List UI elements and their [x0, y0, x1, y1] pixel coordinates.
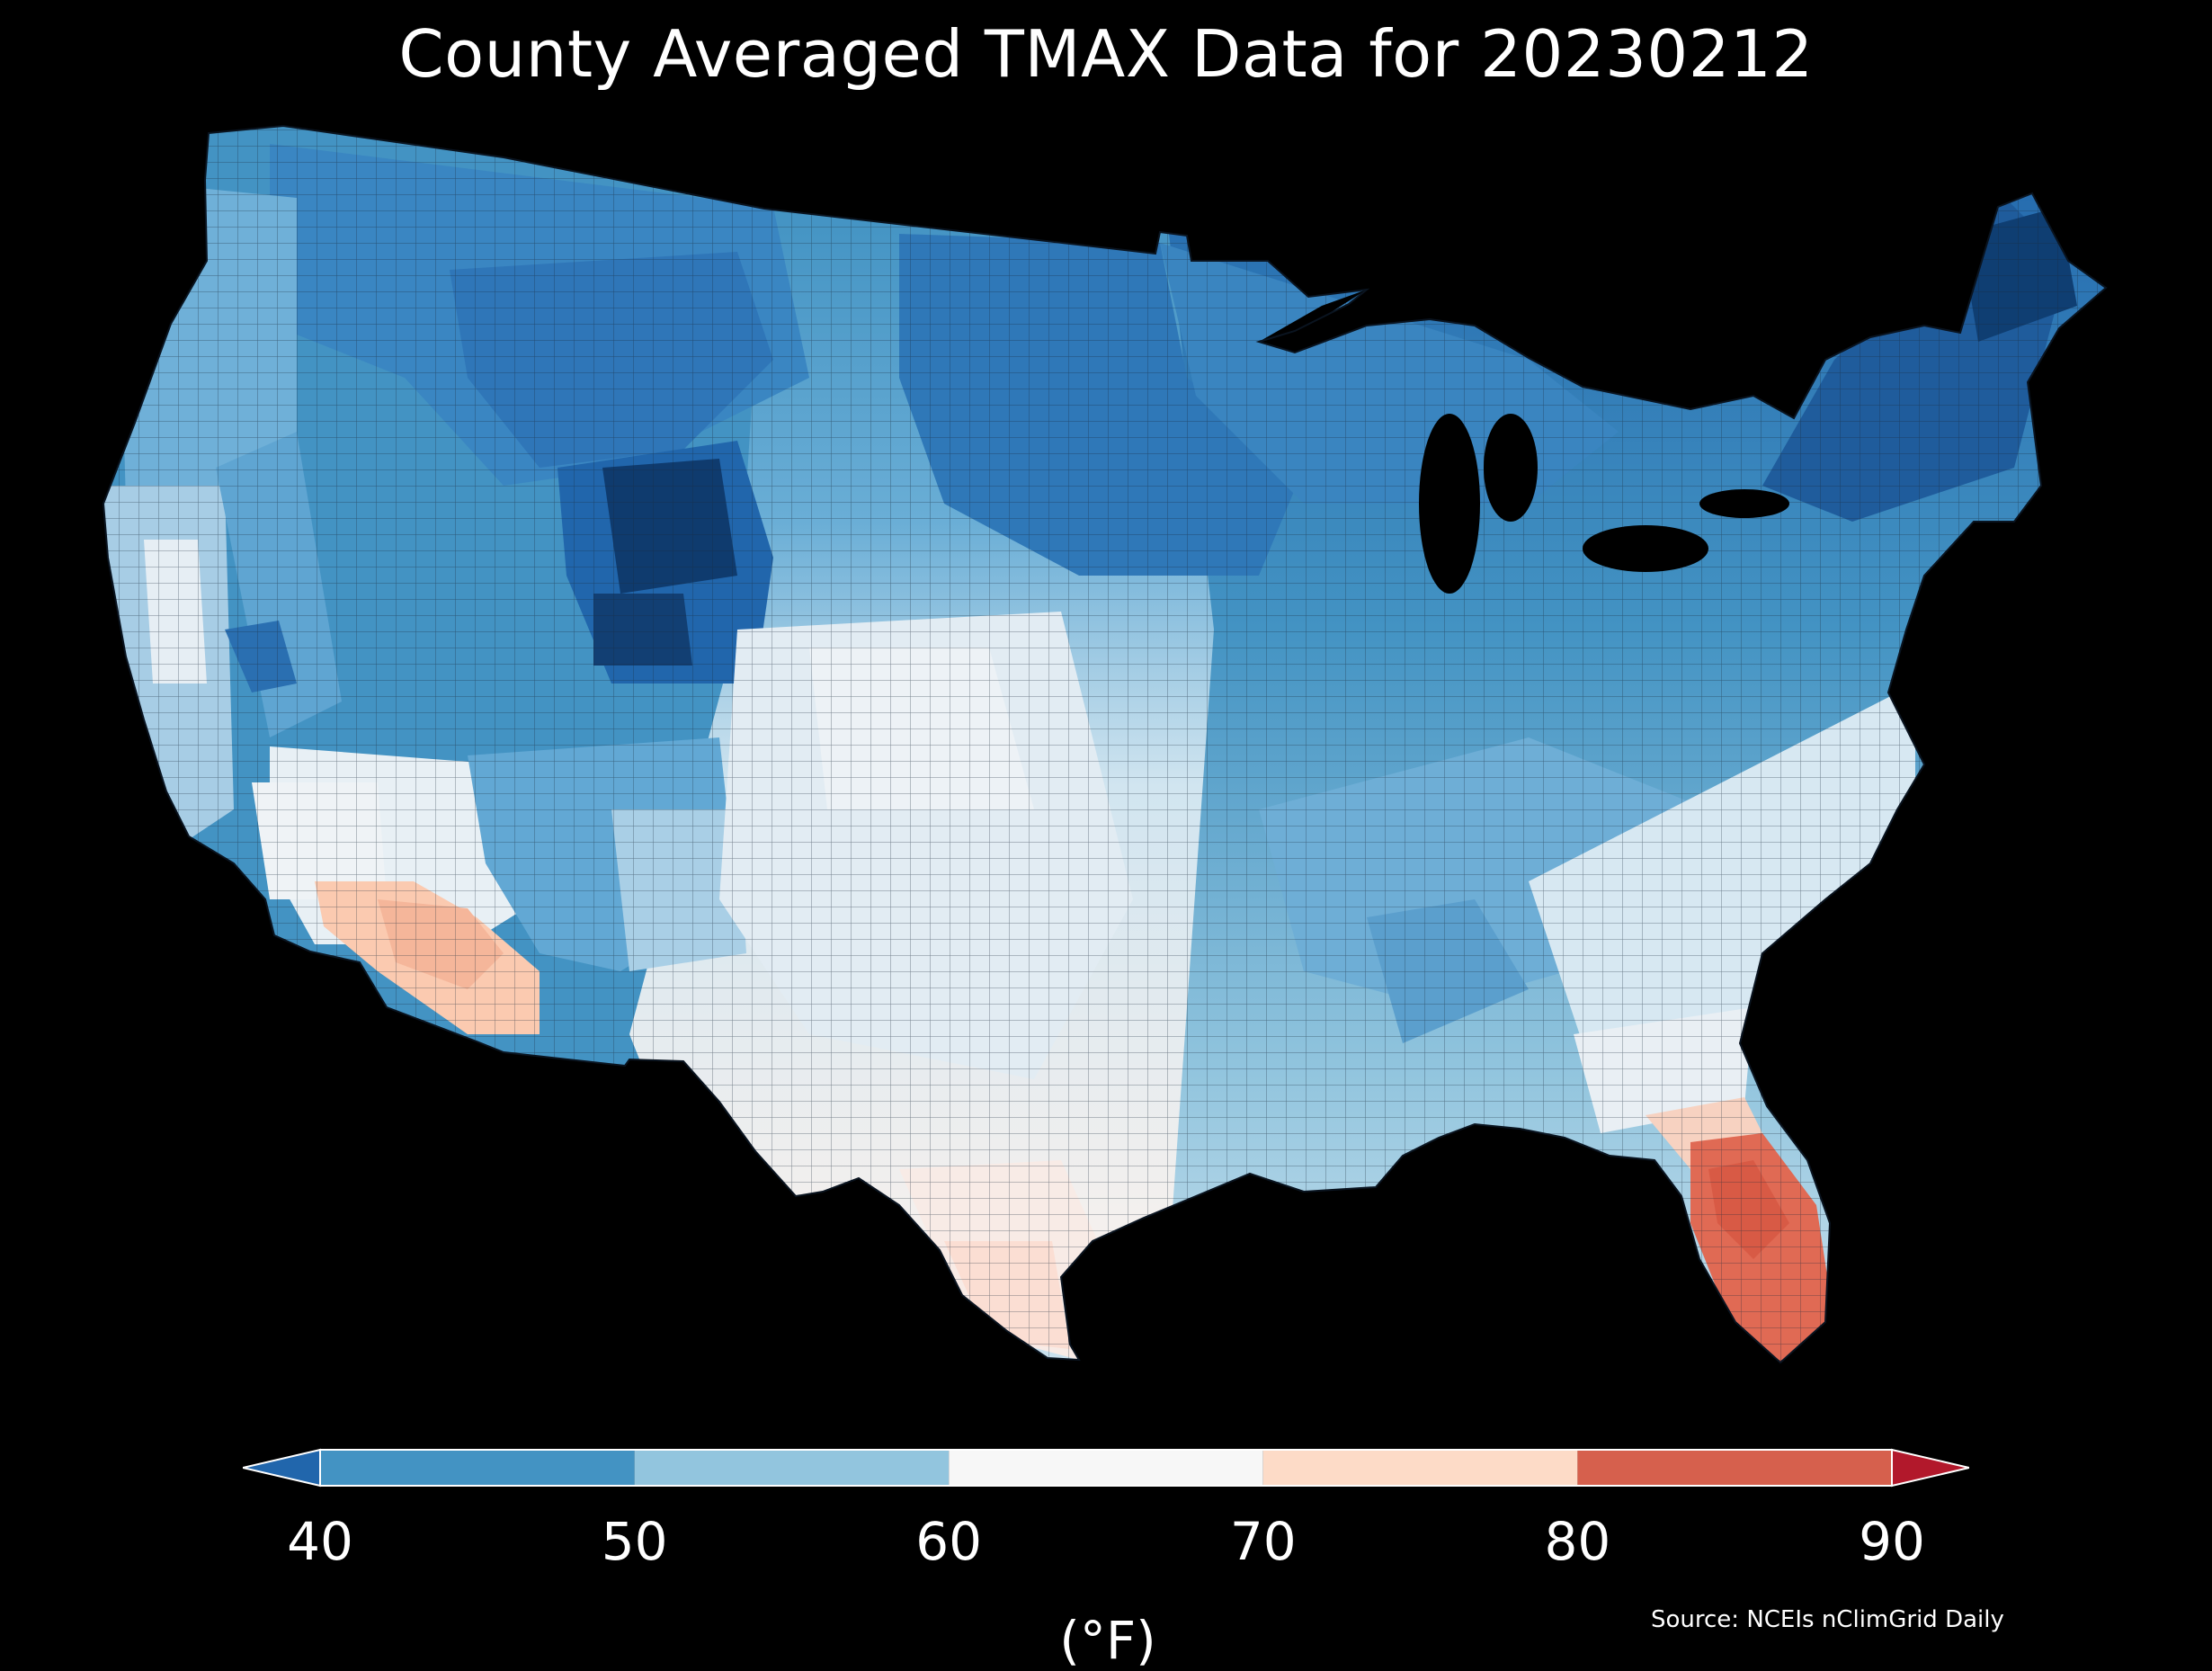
colorbar-under-arrow [243, 1448, 321, 1488]
colorbar-tick-label: 40 [287, 1511, 353, 1572]
colorbar-tick-label: 60 [915, 1511, 983, 1572]
colorbar-label: (°F) [1059, 1610, 1156, 1671]
great-lakes [1259, 290, 1789, 594]
colorbar [243, 1448, 1969, 1488]
colorbar-bin [634, 1450, 950, 1486]
colorbar-tick-label: 50 [601, 1511, 668, 1572]
map-title: County Averaged TMAX Data for 20230212 [398, 16, 1814, 92]
colorbar-bin [949, 1450, 1263, 1486]
colorbar-bins [320, 1450, 1892, 1486]
county-fill-layer [103, 126, 2106, 1363]
colorbar-bin [1262, 1450, 1578, 1486]
colorbar-tick-label: 90 [1859, 1511, 1925, 1572]
colorbar-tick-label: 70 [1229, 1511, 1297, 1572]
us-outline [102, 124, 2108, 1364]
colorbar-bin [320, 1450, 635, 1486]
source-note: Source: NCEIs nClimGrid Daily [1651, 1606, 2004, 1633]
colorbar-bin [1577, 1450, 1892, 1486]
colorbar-frame [319, 1449, 1893, 1487]
colorbar-over-arrow [1891, 1448, 1969, 1488]
colorbar-tick-label: 80 [1544, 1511, 1611, 1572]
